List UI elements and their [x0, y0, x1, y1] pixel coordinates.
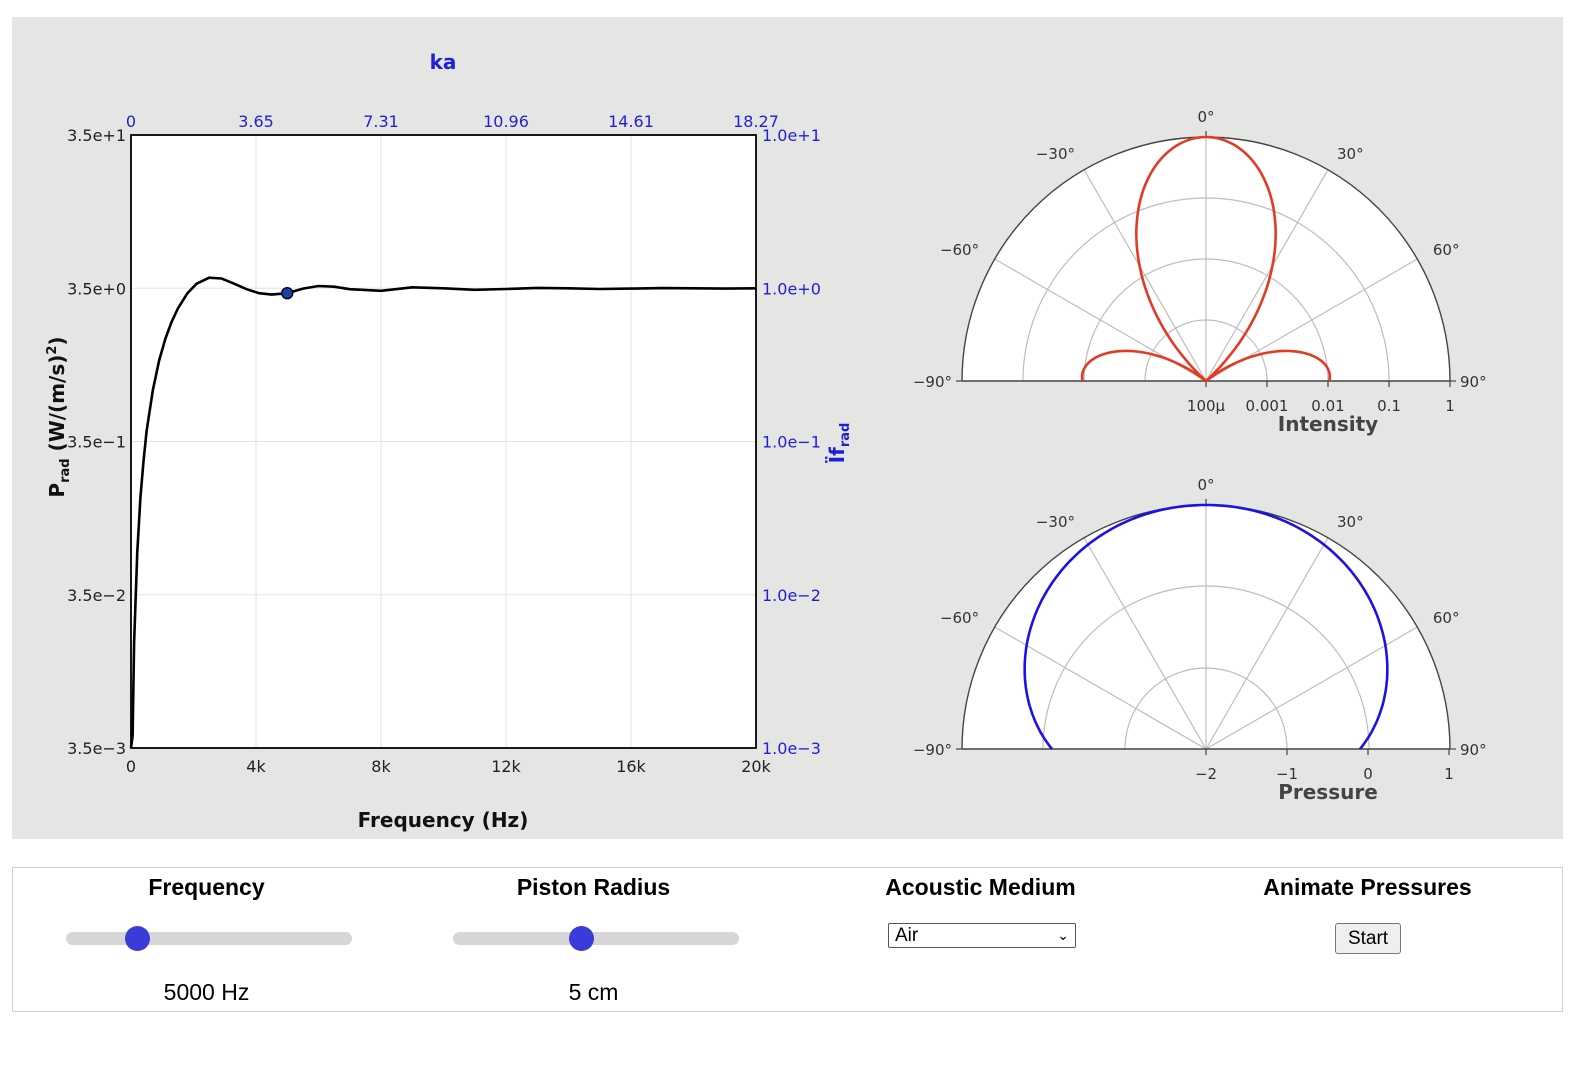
polar-angle-label: 60°: [1433, 241, 1460, 259]
pressure-directivity-curve: [1023, 503, 1389, 750]
y-right-tick-label: 1.0e−1: [762, 433, 821, 452]
acoustic-medium-control: Acoustic Medium: [787, 868, 1174, 1011]
frequency-title: Frequency: [148, 874, 265, 900]
top-axis-title: ka: [430, 50, 457, 74]
y-left-tick-label: 3.5e−1: [67, 433, 126, 452]
plot-area: 0 0 4k 3.65 8k 7.31 12k 10.96 16k 14.61 20k 18.27 3.…: [12, 17, 1563, 839]
x-tick-label: 0: [126, 757, 136, 776]
polar-angle-label: −30°: [1036, 145, 1075, 163]
x-tick-label: 16k: [616, 757, 646, 776]
polar-radial-label: 0.01: [1311, 397, 1344, 415]
polar-radial-label: 1: [1445, 397, 1455, 415]
polar-spoke: [1205, 169, 1329, 382]
polar-radial-label: −2: [1195, 765, 1217, 783]
animate-pressures-control: Animate Pressures: [1174, 868, 1561, 1011]
main-grid: [131, 135, 756, 748]
intensity-directivity-curve: [1080, 135, 1332, 383]
frequency-value: 5000 Hz: [163, 979, 250, 1005]
y-left-tick-label: 3.5e+1: [67, 126, 126, 145]
frequency-control: Frequency 5000 Hz: [13, 868, 400, 1011]
top-tick-label: 18.27: [733, 112, 779, 131]
polar-angle-label: 0°: [1197, 476, 1214, 494]
x-tick-label: 8k: [371, 757, 391, 776]
x-tick-label: 4k: [246, 757, 266, 776]
polar-angle-label: −90°: [913, 373, 952, 391]
radiated-power-chart[interactable]: 0 0 4k 3.65 8k 7.31 12k 10.96 16k 14.61 20k 18.27 3.…: [45, 50, 853, 832]
polar-angle-label: −60°: [940, 609, 979, 627]
polar-angle-label: −30°: [1036, 513, 1075, 531]
polar-angle-label: 90°: [1460, 373, 1487, 391]
y-left-tick-label: 3.5e+0: [67, 279, 126, 298]
top-tick-label: 14.61: [608, 112, 654, 131]
piston-radius-slider-knob[interactable]: [569, 926, 595, 951]
top-tick-label: 3.65: [238, 112, 274, 131]
acoustic-medium-select[interactable]: Air ⌄: [888, 923, 1076, 948]
pressure-title: Pressure: [1278, 780, 1378, 804]
polar-radial-label: 100μ: [1187, 397, 1226, 415]
y-right-tick-label: 1.0e−3: [762, 739, 821, 758]
y-left-axis-title: Prad (W/(m/s)2): [45, 336, 73, 497]
intensity-polar-labels: 0° 30° 60° 90° −30° −60° −90° 100μ 0.001 0.01 0.1 1: [913, 108, 1487, 415]
main-ticks: 0 0 4k 3.65 8k 7.31 12k 10.96 16k 14.61 20k 18.27 3.…: [67, 112, 821, 776]
polar-spoke: [1083, 537, 1207, 750]
polar-angle-label: −60°: [940, 241, 979, 259]
polar-angle-label: 60°: [1433, 609, 1460, 627]
piston-radius-slider[interactable]: [453, 926, 739, 951]
x-tick-label: 20k: [741, 757, 771, 776]
pressure-polar-labels: 0° 30° 60° 90° −30° −60° −90° −2 −1 0 1: [913, 476, 1487, 783]
piston-radius-title: Piston Radius: [516, 874, 671, 900]
power-curve: [129, 276, 757, 749]
x-tick-label: 12k: [491, 757, 521, 776]
y-right-tick-label: 1.0e+1: [762, 126, 821, 145]
intensity-polar-chart: 0° 30° 60° 90° −30° −60° −90° 100μ 0.001 0.01 0.1 1…: [913, 108, 1487, 436]
polar-spoke: [994, 626, 1207, 750]
polar-spoke: [1083, 169, 1207, 382]
acoustic-medium-title: Acoustic Medium: [885, 874, 1076, 900]
main-plot-frame: [130, 134, 757, 749]
polar-spoke: [1205, 537, 1329, 750]
top-tick-label: 7.31: [363, 112, 399, 131]
polar-radial-label: −1: [1276, 765, 1298, 783]
polar-angle-label: 30°: [1337, 513, 1364, 531]
start-button[interactable]: Start: [1335, 923, 1401, 954]
top-tick-label: 0: [126, 112, 136, 131]
polar-radial-label: 0: [1363, 765, 1373, 783]
acoustic-medium-selected: Air: [895, 925, 919, 946]
intensity-polar-grid: [956, 131, 1456, 387]
frequency-slider-knob[interactable]: [125, 926, 150, 951]
chevron-down-icon: ⌄: [1057, 927, 1069, 943]
frequency-marker[interactable]: [281, 286, 294, 300]
plot-canvas: 0 0 4k 3.65 8k 7.31 12k 10.96 16k 14.61 20k 18.27 3.…: [45, 50, 1487, 832]
polar-angle-label: 0°: [1197, 108, 1214, 126]
top-tick-label: 10.96: [483, 112, 529, 131]
y-right-tick-label: 1.0e+0: [762, 279, 821, 298]
intensity-title: Intensity: [1278, 412, 1378, 436]
polar-angle-label: 30°: [1337, 145, 1364, 163]
frequency-slider[interactable]: [66, 926, 352, 951]
x-axis-title: Frequency (Hz): [358, 808, 529, 832]
y-left-tick-label: 3.5e−3: [67, 739, 126, 758]
polar-angle-label: 90°: [1460, 741, 1487, 759]
y-right-axis-title: Ïfrad: [825, 423, 853, 464]
y-right-tick-label: 1.0e−2: [762, 586, 821, 605]
y-left-tick-label: 3.5e−2: [67, 586, 126, 605]
polar-spoke: [1205, 626, 1418, 750]
animate-pressures-title: Animate Pressures: [1263, 874, 1472, 900]
polar-radial-label: 0.001: [1246, 397, 1289, 415]
piston-radius-control: Piston Radius 5 cm: [400, 868, 787, 1011]
polar-radial-label: 1: [1444, 765, 1454, 783]
controls-panel: Frequency 5000 Hz Piston Radius 5 cm Aco…: [12, 867, 1563, 1012]
polar-radial-label: 0.1: [1377, 397, 1401, 415]
pressure-polar-chart: 0° 30° 60° 90° −30° −60° −90° −2 −1 0 1 Pressure: [913, 476, 1487, 804]
piston-radius-value: 5 cm: [568, 979, 619, 1005]
polar-angle-label: −90°: [913, 741, 952, 759]
